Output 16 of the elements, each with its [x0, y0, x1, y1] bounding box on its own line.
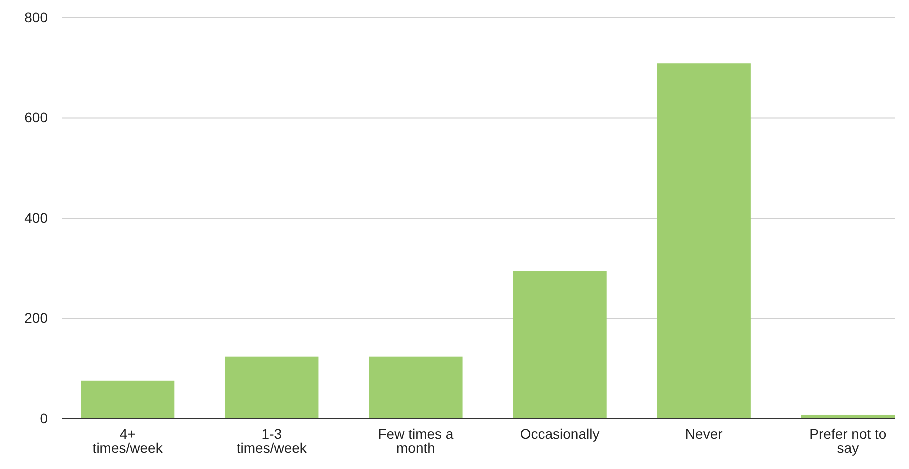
y-tick-label: 200	[24, 310, 48, 326]
x-tick-label: Occasionally	[520, 426, 600, 442]
y-tick-label: 600	[24, 110, 48, 126]
x-tick-label: Never	[685, 426, 724, 442]
x-tick-label: 1-3 times/week	[236, 426, 308, 456]
bar	[225, 356, 319, 419]
bar	[657, 64, 751, 419]
bar	[81, 380, 175, 419]
y-tick-label: 0	[40, 410, 48, 426]
x-tick-label: Prefer not to say	[810, 426, 887, 456]
y-tick-label: 800	[24, 9, 48, 26]
x-tick-label: Few times a month	[378, 426, 454, 456]
y-tick-label: 400	[24, 210, 48, 226]
x-tick-label: 4+ times/week	[92, 426, 164, 456]
bar	[369, 356, 463, 419]
bar	[513, 271, 607, 419]
